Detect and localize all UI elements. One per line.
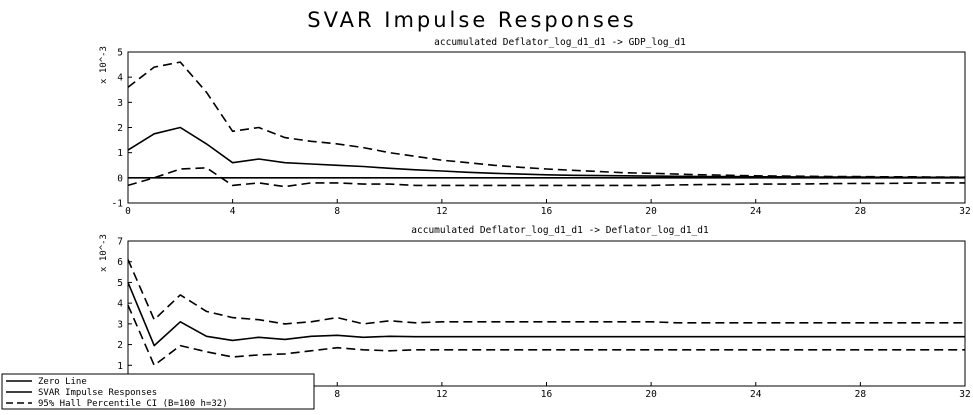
legend-label-confidence-interval: 95% Hall Percentile CI (B=100 h=32) bbox=[38, 399, 228, 409]
y-multiplier-label: x 10^-3 bbox=[99, 46, 109, 84]
x-tick-label: 4 bbox=[230, 206, 236, 217]
legend-label-zero-line: Zero Line bbox=[38, 377, 87, 387]
ci-band-line bbox=[127, 259, 965, 325]
y-tick-label: 5 bbox=[117, 278, 123, 289]
x-tick-label: 8 bbox=[334, 389, 340, 400]
y-tick-label: 0 bbox=[117, 173, 123, 184]
x-tick-label: 24 bbox=[750, 206, 762, 217]
legend: Zero Line SVAR Impulse Responses 95% Hal… bbox=[1, 373, 315, 410]
x-tick-label: 28 bbox=[855, 389, 867, 400]
plot-frame bbox=[127, 51, 966, 204]
ci-band-line bbox=[127, 304, 965, 367]
x-tick-label: 20 bbox=[645, 389, 657, 400]
y-tick-label: 4 bbox=[117, 73, 123, 84]
y-tick-label: 6 bbox=[117, 257, 123, 268]
main-title: SVAR Impulse Responses bbox=[307, 8, 636, 32]
impulse-response-line bbox=[127, 126, 965, 179]
panel-gdp-response: accumulated Deflator_log_d1_d1 -> GDP_lo… bbox=[99, 37, 971, 217]
y-multiplier-label: x 10^-3 bbox=[99, 234, 109, 272]
ci-band-line bbox=[127, 167, 965, 188]
y-tick-label: 3 bbox=[117, 319, 123, 330]
x-tick-label: 16 bbox=[541, 206, 553, 217]
x-tick-label: 12 bbox=[436, 206, 447, 217]
y-tick-label: 4 bbox=[117, 299, 123, 310]
y-tick-label: 7 bbox=[117, 237, 123, 248]
x-tick-label: 12 bbox=[436, 389, 447, 400]
y-tick-label: 1 bbox=[117, 361, 123, 372]
y-tick-label: 2 bbox=[117, 123, 123, 134]
x-tick-label: 24 bbox=[750, 389, 762, 400]
impulse-response-line bbox=[127, 282, 965, 347]
panel-title: accumulated Deflator_log_d1_d1 -> GDP_lo… bbox=[434, 37, 686, 48]
y-tick-label: 1 bbox=[117, 148, 123, 159]
x-tick-label: 16 bbox=[541, 389, 553, 400]
x-tick-label: 8 bbox=[334, 206, 340, 217]
panel-title: accumulated Deflator_log_d1_d1 -> Deflat… bbox=[411, 225, 709, 236]
y-tick-label: 2 bbox=[117, 340, 123, 351]
x-tick-label: 0 bbox=[125, 206, 131, 217]
legend-label-svar-response: SVAR Impulse Responses bbox=[38, 388, 157, 398]
y-tick-label: -1 bbox=[112, 199, 124, 210]
x-tick-label: 20 bbox=[645, 206, 657, 217]
plot-frame bbox=[127, 240, 966, 387]
legend-box bbox=[1, 373, 315, 410]
y-tick-label: 3 bbox=[117, 98, 123, 109]
ci-band-line bbox=[127, 61, 965, 178]
x-tick-label: 32 bbox=[959, 389, 970, 400]
y-tick-label: 5 bbox=[117, 48, 123, 59]
x-tick-label: 32 bbox=[959, 206, 970, 217]
x-tick-label: 28 bbox=[855, 206, 867, 217]
